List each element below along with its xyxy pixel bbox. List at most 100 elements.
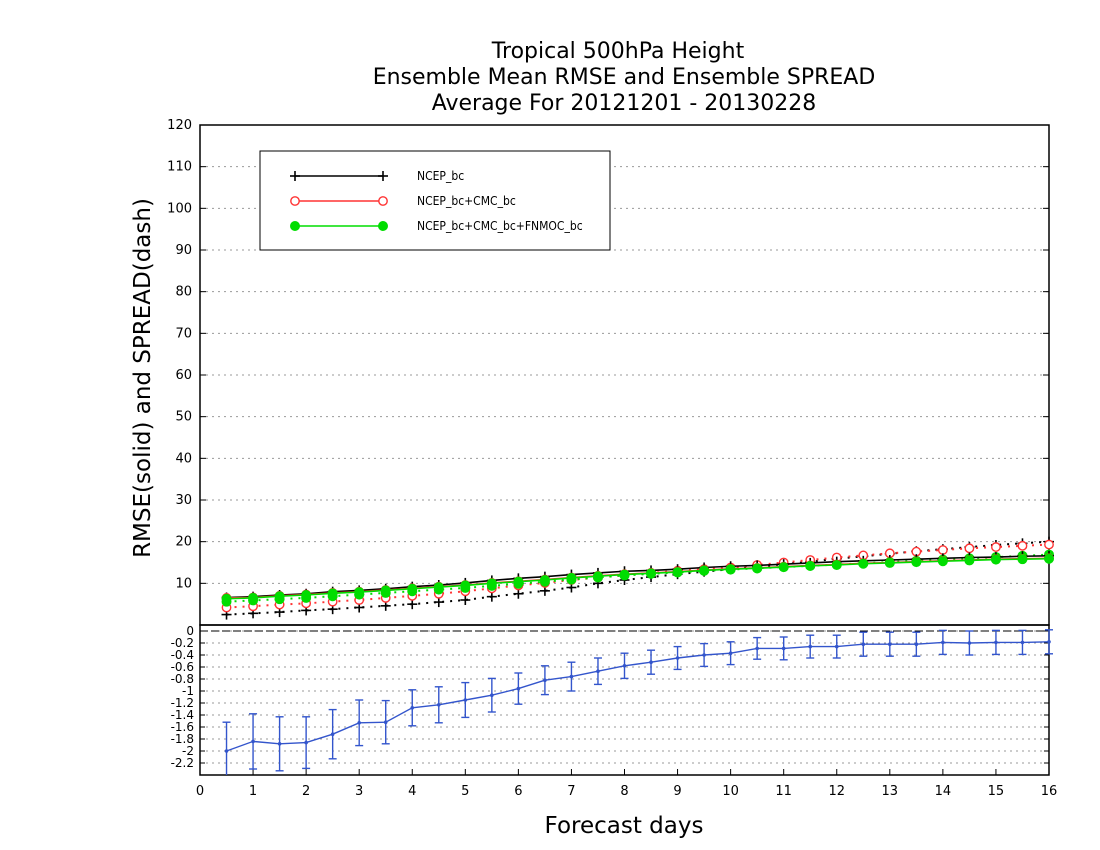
top-y-tick-label: 120 <box>167 118 192 133</box>
x-tick-label: 3 <box>355 784 363 799</box>
legend-label: NCEP_bc <box>417 169 464 183</box>
difference-point <box>1020 640 1025 645</box>
bottom-y-tick-label: -0.2 <box>171 636 194 650</box>
difference-point <box>543 678 547 682</box>
filled-circle-marker <box>937 556 948 567</box>
top-y-tick-label: 100 <box>167 201 192 216</box>
difference-point <box>224 749 229 753</box>
filled-circle-marker <box>1044 553 1054 564</box>
difference-point <box>781 646 786 651</box>
difference-point <box>914 642 919 646</box>
plus-marker <box>433 597 444 608</box>
filled-circle-marker <box>354 587 365 598</box>
title-line-1: Tropical 500hPa Height <box>491 39 745 64</box>
bottom-y-tick-label: -1 <box>182 684 194 698</box>
open-circle-marker <box>937 545 948 555</box>
top-y-tick-label: 50 <box>175 410 192 425</box>
filled-circle-marker <box>301 590 312 600</box>
x-tick-label: 4 <box>408 784 416 799</box>
filled-circle-marker <box>699 565 710 576</box>
title-line-3: Average For 20121201 - 20130228 <box>432 91 817 116</box>
difference-point <box>994 640 998 645</box>
x-tick-label: 1 <box>249 784 257 799</box>
difference-point <box>410 706 415 710</box>
difference-point <box>834 644 839 649</box>
difference-point <box>675 656 680 660</box>
top-y-tick-label: 40 <box>175 451 192 466</box>
difference-point <box>357 721 361 725</box>
difference-point <box>516 686 521 691</box>
top-y-tick-label: 60 <box>175 368 192 383</box>
open-circle-marker <box>378 196 388 206</box>
bottom-y-tick-label: -1.2 <box>171 696 194 710</box>
x-tick-label: 7 <box>567 784 575 799</box>
filled-circle-marker <box>513 576 524 587</box>
filled-circle-marker <box>990 554 1001 565</box>
top-y-tick-label: 80 <box>175 285 192 300</box>
bottom-y-tick-label: -0.8 <box>171 672 194 686</box>
bottom-y-tick-label: -0.4 <box>171 648 194 662</box>
difference-point <box>808 644 813 649</box>
top-y-tick-label: 70 <box>175 326 192 341</box>
plus-marker <box>378 171 388 181</box>
series-spread-ncep-bc-cmc-bc <box>221 539 1054 613</box>
x-tick-label: 9 <box>673 784 681 799</box>
plus-marker <box>460 595 471 605</box>
filled-circle-marker <box>964 555 975 566</box>
open-circle-marker <box>1017 540 1028 551</box>
difference-point <box>463 698 468 702</box>
filled-circle-marker <box>248 592 259 603</box>
legend-entry: NCEP_bc <box>290 169 464 183</box>
filled-circle-marker <box>460 580 471 591</box>
difference-point <box>861 642 866 646</box>
x-tick-label: 5 <box>461 784 469 799</box>
series-spread-ncep-bc <box>221 536 1054 620</box>
title-line-2: Ensemble Mean RMSE and Ensemble SPREAD <box>373 65 876 90</box>
difference-point <box>304 740 308 745</box>
plus-marker <box>486 591 497 602</box>
series-line <box>226 557 1050 600</box>
filled-circle-marker <box>486 578 497 589</box>
filled-circle-marker <box>378 221 388 231</box>
difference-point <box>888 642 892 646</box>
top-y-tick-label: 110 <box>167 160 192 175</box>
difference-point <box>330 732 335 736</box>
filled-circle-marker <box>1017 554 1028 565</box>
filled-circle-marker <box>672 567 683 578</box>
bottom-y-tick-label: 0 <box>186 624 194 638</box>
legend-label: NCEP_bc+CMC_bc+FNMOC_bc <box>417 219 583 233</box>
filled-circle-marker <box>858 558 869 569</box>
x-tick-label: 2 <box>302 784 310 799</box>
difference-point <box>383 720 388 724</box>
series-rmse-ncep-bc-cmc-bc-fnmoc-bc <box>221 553 1054 604</box>
filled-circle-marker <box>380 585 391 596</box>
top-y-tick-label: 20 <box>175 535 192 550</box>
filled-circle-marker <box>407 583 418 594</box>
bottom-y-tick-label: -1.8 <box>171 732 194 746</box>
filled-circle-marker <box>592 571 603 582</box>
legend: NCEP_bc NCEP_bc+CMC_bc NCEP_bc+CMC_bc+FNMO… <box>259 150 611 251</box>
top-y-tick-label: 30 <box>175 493 192 508</box>
x-tick-label: 10 <box>722 784 739 799</box>
bottom-y-tick-label: -1.4 <box>171 708 194 722</box>
series-line <box>226 543 1050 609</box>
difference-point <box>1047 640 1051 644</box>
difference-point <box>649 660 653 664</box>
bottom-y-tick-label: -1.6 <box>171 720 194 734</box>
x-tick-label: 11 <box>775 784 792 799</box>
difference-point <box>941 640 945 645</box>
filled-circle-marker <box>752 563 763 574</box>
x-tick-label: 12 <box>828 784 845 799</box>
difference-point <box>755 646 759 651</box>
difference-point <box>251 739 255 744</box>
error-bar <box>222 721 231 775</box>
bottom-y-tick-label: -2 <box>182 744 194 758</box>
x-tick-label: 8 <box>620 784 628 799</box>
difference-line <box>226 641 1050 752</box>
x-tick-label: 6 <box>514 784 522 799</box>
filled-circle-marker <box>539 575 550 585</box>
open-circle-marker <box>964 543 975 554</box>
x-tick-label: 14 <box>935 784 952 799</box>
plus-marker <box>407 599 418 610</box>
